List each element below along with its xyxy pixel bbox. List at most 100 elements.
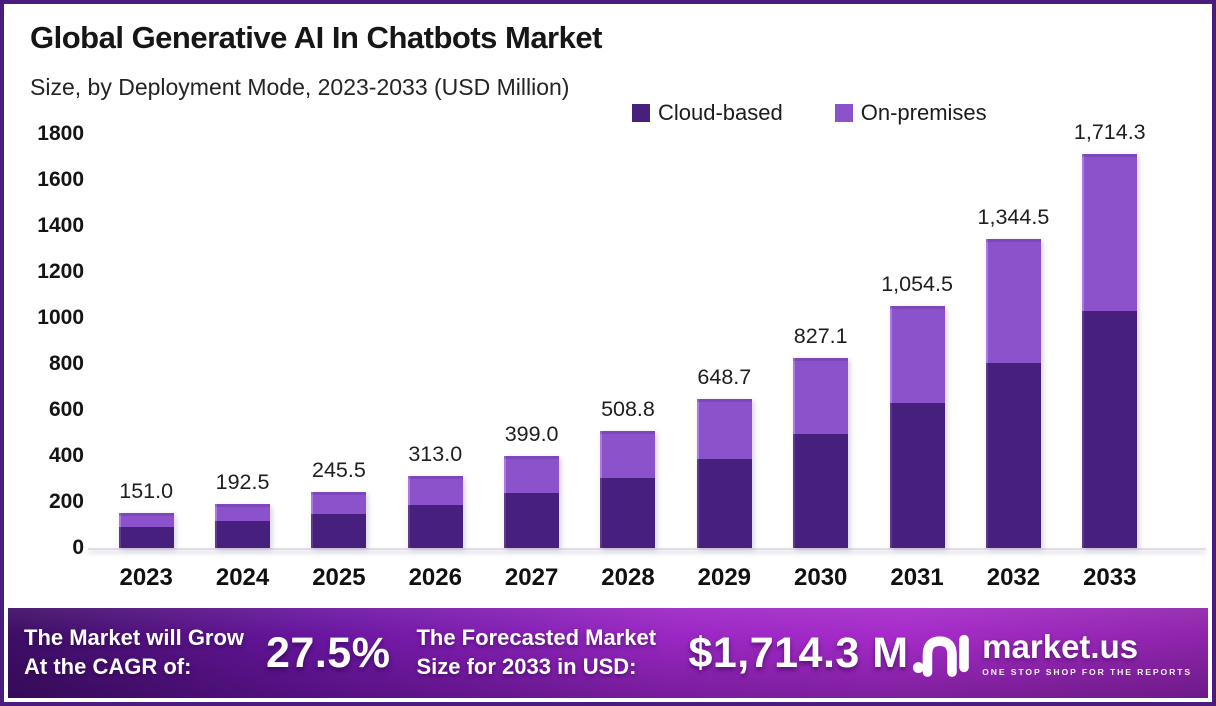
bar-segment-cloud-based-2031 <box>889 402 945 548</box>
cagr-caption-line1: The Market will Grow <box>24 625 245 651</box>
bar-slot-2025: 245.5 <box>291 4 387 548</box>
x-tick-2026: 2026 <box>408 564 462 591</box>
bar-segment-cloud-based-2023 <box>118 527 174 548</box>
bar-slot-2030: 827.1 <box>773 4 869 548</box>
bar-2026 <box>407 476 463 548</box>
bar-2031 <box>889 305 945 548</box>
bar-value-label-2028: 508.8 <box>601 397 655 422</box>
bars-area: 151.0 192.5 245.5 313.0 399.0 508.8 648.7 827.1… <box>98 4 1158 548</box>
bar-2033 <box>1082 153 1138 548</box>
bar-segment-on-premises-2023 <box>118 513 174 528</box>
bar-segment-on-premises-2031 <box>889 305 945 403</box>
bar-segment-cloud-based-2029 <box>696 458 752 548</box>
bar-slot-2029: 648.7 <box>676 4 772 548</box>
stats-banner: The Market will Grow At the CAGR of: 27.… <box>8 608 1208 698</box>
bar-value-label-2025: 245.5 <box>311 457 366 482</box>
bar-value-label-2024: 192.5 <box>215 469 270 494</box>
bar-2023 <box>118 513 174 548</box>
legend-item-cloud-based: Cloud-based <box>632 100 783 126</box>
legend-swatch-icon <box>632 104 650 122</box>
bar-segment-on-premises-2028 <box>600 431 656 478</box>
bar-2024 <box>215 503 271 548</box>
bar-2028 <box>600 431 656 548</box>
bar-value-label-2026: 313.0 <box>408 442 463 467</box>
bar-segment-on-premises-2032 <box>985 238 1041 363</box>
x-tick-2027: 2027 <box>504 564 559 591</box>
bar-value-label-2031: 1,054.5 <box>881 271 953 296</box>
market-us-logo-icon <box>913 634 969 677</box>
page-subtitle: Size, by Deployment Mode, 2023-2033 (USD… <box>30 74 570 100</box>
bar-segment-on-premises-2033 <box>1082 153 1138 312</box>
x-tick-2030: 2030 <box>794 564 848 591</box>
bar-value-label-2032: 1,344.5 <box>977 204 1050 229</box>
forecast-caption-line2: Size for 2033 in USD: <box>416 654 637 679</box>
bar-segment-on-premises-2027 <box>504 456 560 493</box>
bar-value-label-2023: 151.0 <box>119 479 174 504</box>
bar-segment-cloud-based-2024 <box>215 521 271 548</box>
forecast-caption-line1: The Forecasted Market <box>416 625 657 651</box>
x-tick-2024: 2024 <box>215 564 270 591</box>
bar-2025 <box>311 491 367 548</box>
x-tick-2028: 2028 <box>601 564 655 591</box>
cagr-value: 27.5% <box>266 628 391 677</box>
bar-2032 <box>985 238 1041 548</box>
bar-slot-2024: 192.5 <box>194 4 290 548</box>
bar-segment-on-premises-2026 <box>407 476 463 505</box>
bar-segment-on-premises-2030 <box>793 357 849 434</box>
bar-value-label-2030: 827.1 <box>793 323 848 348</box>
stacked-bar-chart: 0 200 400 600 800 1000 1200 1400 1600 1800 151.0 1… <box>4 4 1212 702</box>
forecast-caption: The Forecasted Market Size for 2033 in U… <box>416 624 668 681</box>
x-tick-2033: 2033 <box>1083 564 1137 591</box>
bar-segment-cloud-based-2025 <box>311 514 367 548</box>
legend-label: Cloud-based <box>658 100 783 125</box>
y-tick-400: 400 <box>48 444 84 467</box>
bar-slot-2028: 508.8 <box>580 4 676 548</box>
bar-segment-cloud-based-2027 <box>504 492 560 548</box>
brand-block: market.us ONE STOP SHOP FOR THE REPORTS <box>912 629 1192 677</box>
bar-segment-on-premises-2029 <box>696 398 752 459</box>
brand-name: market.us <box>982 627 1139 665</box>
y-tick-1800: 1800 <box>37 122 84 145</box>
bar-value-label-2027: 399.0 <box>504 422 559 447</box>
bar-slot-2031: 1,054.5 <box>869 4 965 548</box>
brand-tagline: ONE STOP SHOP FOR THE REPORTS <box>982 666 1192 677</box>
x-tick-2023: 2023 <box>119 564 173 591</box>
x-axis-baseline <box>88 548 1206 550</box>
y-tick-200: 200 <box>48 490 84 513</box>
y-tick-1400: 1400 <box>37 214 84 237</box>
bar-slot-2032: 1,344.5 <box>965 4 1061 548</box>
y-tick-0: 0 <box>72 536 84 559</box>
forecast-value: $1,714.3 M <box>688 628 909 677</box>
bar-segment-cloud-based-2028 <box>600 477 656 548</box>
bar-segment-on-premises-2025 <box>311 491 367 515</box>
legend-swatch-icon <box>834 104 853 122</box>
legend-item-on-premises: On-premises <box>834 100 987 126</box>
bar-slot-2023: 151.0 <box>98 4 194 548</box>
bar-segment-on-premises-2024 <box>215 503 271 522</box>
y-tick-800: 800 <box>48 352 84 375</box>
x-tick-2031: 2031 <box>890 564 944 591</box>
y-tick-1200: 1200 <box>37 260 84 283</box>
bar-slot-2033: 1,714.3 <box>1062 4 1158 548</box>
bar-value-label-2033: 1,714.3 <box>1073 119 1146 144</box>
bar-segment-cloud-based-2026 <box>407 504 463 548</box>
page-title: Global Generative AI In Chatbots Market <box>30 20 602 55</box>
y-tick-600: 600 <box>48 398 84 421</box>
x-tick-2032: 2032 <box>986 564 1041 591</box>
x-tick-2029: 2029 <box>697 564 752 591</box>
bar-slot-2027: 399.0 <box>483 4 579 548</box>
legend-label: On-premises <box>860 100 987 125</box>
y-tick-1600: 1600 <box>37 168 84 191</box>
x-tick-2025: 2025 <box>312 564 366 591</box>
bar-segment-cloud-based-2032 <box>985 362 1041 548</box>
bar-slot-2026: 313.0 <box>387 4 483 548</box>
bar-value-label-2029: 648.7 <box>697 364 752 389</box>
bar-2029 <box>696 398 752 548</box>
chart-legend: Cloud-based On-premises <box>632 100 987 126</box>
bar-segment-cloud-based-2030 <box>793 433 849 548</box>
brand-text: market.us ONE STOP SHOP FOR THE REPORTS <box>982 630 1192 677</box>
y-tick-1000: 1000 <box>37 306 84 329</box>
cagr-caption-line2: At the CAGR of: <box>24 654 192 679</box>
x-axis-labels: 2023 2024 2025 2026 2027 2028 2029 2030 2031 2032… <box>98 564 1158 592</box>
